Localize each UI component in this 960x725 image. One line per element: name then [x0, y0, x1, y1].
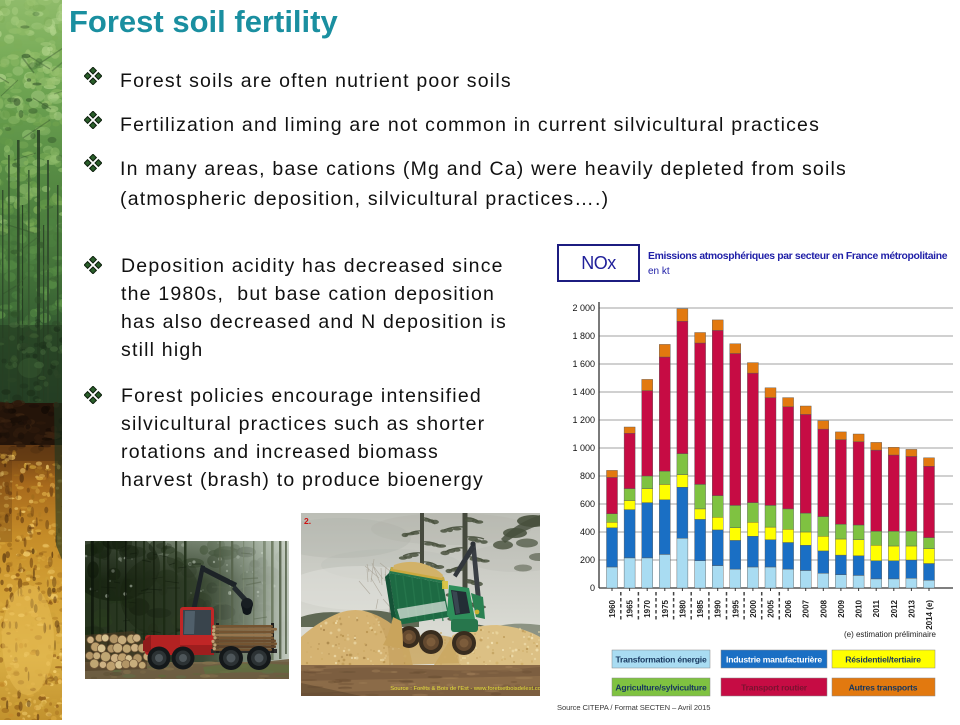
svg-text:2010: 2010	[855, 599, 864, 617]
svg-text:200: 200	[580, 555, 595, 565]
svg-text:Industrie manufacturière: Industrie manufacturière	[726, 655, 822, 665]
svg-text:Source : Forêts & Bois de l'E: Source : Forêts & Bois de l'Est - www.fo…	[390, 686, 540, 692]
svg-text:2007: 2007	[802, 599, 811, 617]
svg-text:1 600: 1 600	[572, 359, 595, 369]
svg-text:2006: 2006	[784, 599, 793, 617]
svg-text:1 000: 1 000	[572, 443, 595, 453]
svg-text:Transport routier: Transport routier	[741, 683, 808, 693]
svg-text:2011: 2011	[872, 599, 881, 617]
svg-text:1960: 1960	[608, 599, 617, 617]
svg-text:400: 400	[580, 527, 595, 537]
svg-text:2009: 2009	[837, 599, 846, 617]
svg-text:(e) estimation préliminaire: (e) estimation préliminaire	[844, 630, 937, 639]
svg-text:1995: 1995	[731, 599, 740, 617]
svg-text:1965: 1965	[626, 599, 635, 617]
svg-text:Résidentiel/tertiaire: Résidentiel/tertiaire	[845, 655, 921, 665]
svg-text:1 400: 1 400	[572, 387, 595, 397]
svg-text:600: 600	[580, 499, 595, 509]
svg-text:2013: 2013	[907, 599, 916, 617]
svg-text:1 200: 1 200	[572, 415, 595, 425]
svg-text:Transformation énergie: Transformation énergie	[615, 655, 707, 665]
svg-text:1990: 1990	[714, 599, 723, 617]
svg-text:2.: 2.	[304, 516, 311, 526]
svg-text:Agriculture/sylviculture: Agriculture/sylviculture	[615, 683, 707, 693]
svg-text:0: 0	[590, 583, 595, 593]
svg-text:2012: 2012	[890, 599, 899, 617]
svg-text:2 000: 2 000	[572, 303, 595, 313]
svg-text:2005: 2005	[767, 599, 776, 617]
svg-text:2014 (e): 2014 (e)	[925, 600, 934, 630]
svg-text:2000: 2000	[749, 599, 758, 617]
svg-text:Autres transports: Autres transports	[849, 683, 918, 693]
svg-text:800: 800	[580, 471, 595, 481]
svg-text:1980: 1980	[678, 599, 687, 617]
svg-text:2008: 2008	[819, 599, 828, 617]
svg-text:1985: 1985	[696, 599, 705, 617]
svg-text:1970: 1970	[643, 599, 652, 617]
svg-text:1975: 1975	[661, 599, 670, 617]
svg-text:1 800: 1 800	[572, 331, 595, 341]
